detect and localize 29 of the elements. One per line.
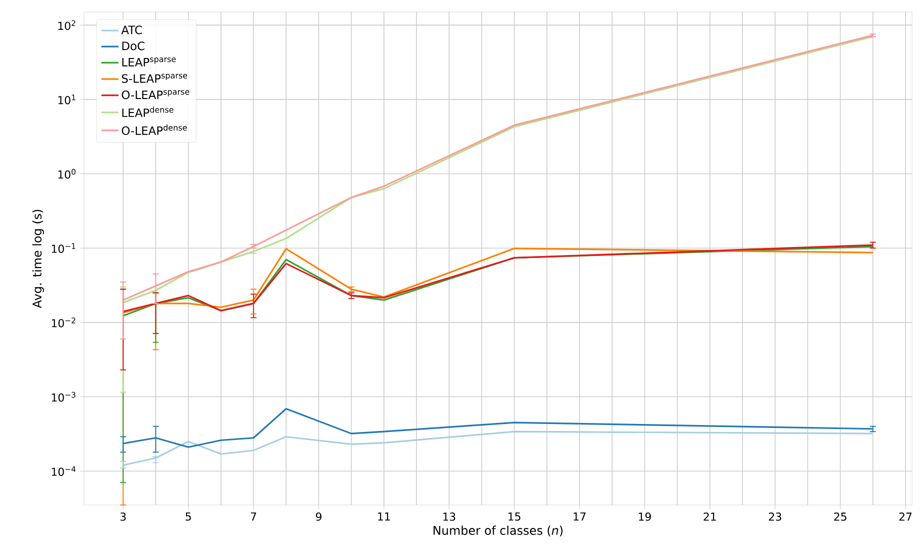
y-tick-label: 10$^{2}$ <box>58 20 76 30</box>
legend-label: O-LEAP$^{dense}$ <box>122 124 187 135</box>
x-tick-label: 7 <box>250 512 256 521</box>
legend-label: DoC <box>122 42 144 50</box>
x-tick-label: 25 <box>834 512 846 521</box>
x-tick-label: 21 <box>704 512 716 521</box>
x-tick-label: 19 <box>638 512 651 521</box>
y-tick-label: 10$^{1}$ <box>58 94 76 104</box>
y-tick-label: 10$^{0}$ <box>58 168 76 179</box>
x-tick-label: 11 <box>378 512 390 521</box>
legend-label: LEAP$^{sparse}$ <box>122 58 176 66</box>
x-tick-label: 15 <box>508 512 520 521</box>
x-axis-title: Number of classes (n) <box>434 526 563 536</box>
y-tick-label: 10$^{−1}$ <box>52 243 76 253</box>
legend-label: LEAP$^{dense}$ <box>122 106 174 117</box>
legend-label: O-LEAP$^{sparse}$ <box>122 90 190 100</box>
legend-label: S-LEAP$^{sparse}$ <box>122 74 188 83</box>
x-tick-label: 17 <box>574 512 586 521</box>
x-tick-label: 3 <box>120 512 126 521</box>
x-tick-label: 27 <box>899 512 912 521</box>
y-tick-label: 10$^{−4}$ <box>52 466 76 476</box>
x-tick-label: 5 <box>186 512 191 521</box>
y-axis-title: Avg. time log (s) <box>32 210 44 308</box>
x-tick-label: 9 <box>316 512 322 521</box>
legend-label: ATC <box>121 26 142 34</box>
y-tick-label: 10$^{−3}$ <box>52 392 76 402</box>
x-tick-label: 23 <box>768 512 782 521</box>
y-tick-label: 10$^{−2}$ <box>52 318 76 328</box>
x-tick-label: 13 <box>443 512 456 521</box>
